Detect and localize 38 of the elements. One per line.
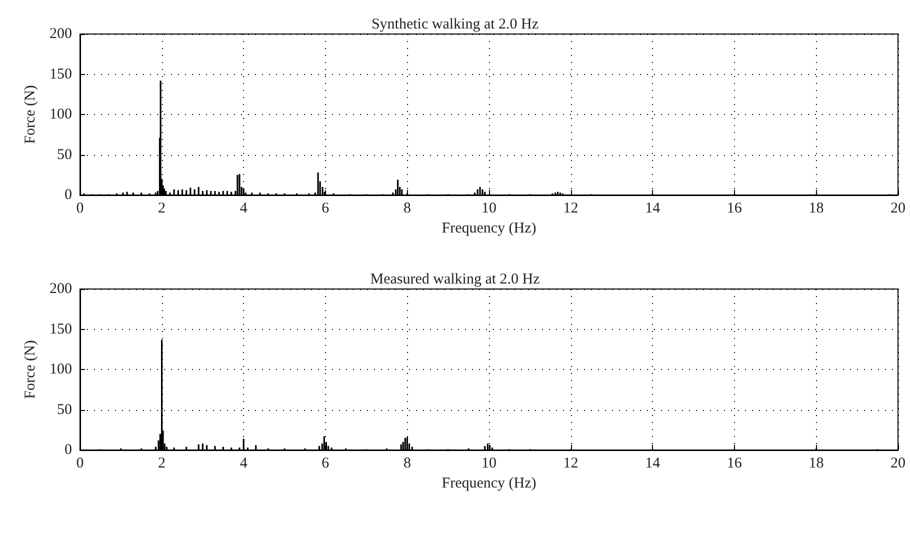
x-tick-label: 4 [240,200,248,216]
x-tick-label: 18 [808,200,824,216]
x-tick-label: 16 [726,456,742,472]
x-tick-label: 2 [158,200,166,216]
y-tick-label: 0 [64,187,72,203]
y-tick-label: 150 [50,321,72,338]
y-tick-label: 100 [50,106,72,122]
x-tick-label: 20 [890,200,906,216]
y-tick-label: 200 [50,26,72,42]
y-tick-label: 0 [64,442,72,458]
y-tick-label: 50 [57,146,72,163]
x-tick-label: 14 [645,200,661,216]
x-tick-label: 6 [322,200,330,216]
x-tick-label: 8 [403,200,411,216]
y-tick-label: 150 [50,66,72,82]
x-tick-label: 6 [322,456,330,472]
y-tick-label: 200 [50,281,72,297]
x-tick-label: 12 [563,200,578,216]
x-axis-title: Frequency (Hz) [442,220,536,236]
x-tick-label: 20 [890,456,906,472]
x-tick-label: 10 [482,200,496,216]
y-tick-label: 50 [57,402,72,418]
chart-title: Synthetic walking at 2.0 Hz [371,16,539,32]
x-tick-label: 2 [158,456,166,472]
x-tick-label: 16 [726,200,742,216]
x-tick-label: 10 [482,456,496,472]
y-axis-title: Force (N) [22,85,38,144]
x-axis-title: Frequency (Hz) [442,475,536,492]
x-tick-label: 14 [645,456,661,472]
y-axis-title: Force (N) [22,340,38,399]
x-tick-label: 0 [76,200,84,216]
y-tick-label: 100 [50,362,72,378]
x-tick-label: 0 [76,456,84,472]
x-tick-label: 8 [403,456,411,472]
chart-title: Measured walking at 2.0 Hz [370,272,540,288]
x-tick-label: 18 [808,456,824,472]
x-tick-label: 4 [240,456,248,472]
x-tick-label: 12 [563,456,578,472]
